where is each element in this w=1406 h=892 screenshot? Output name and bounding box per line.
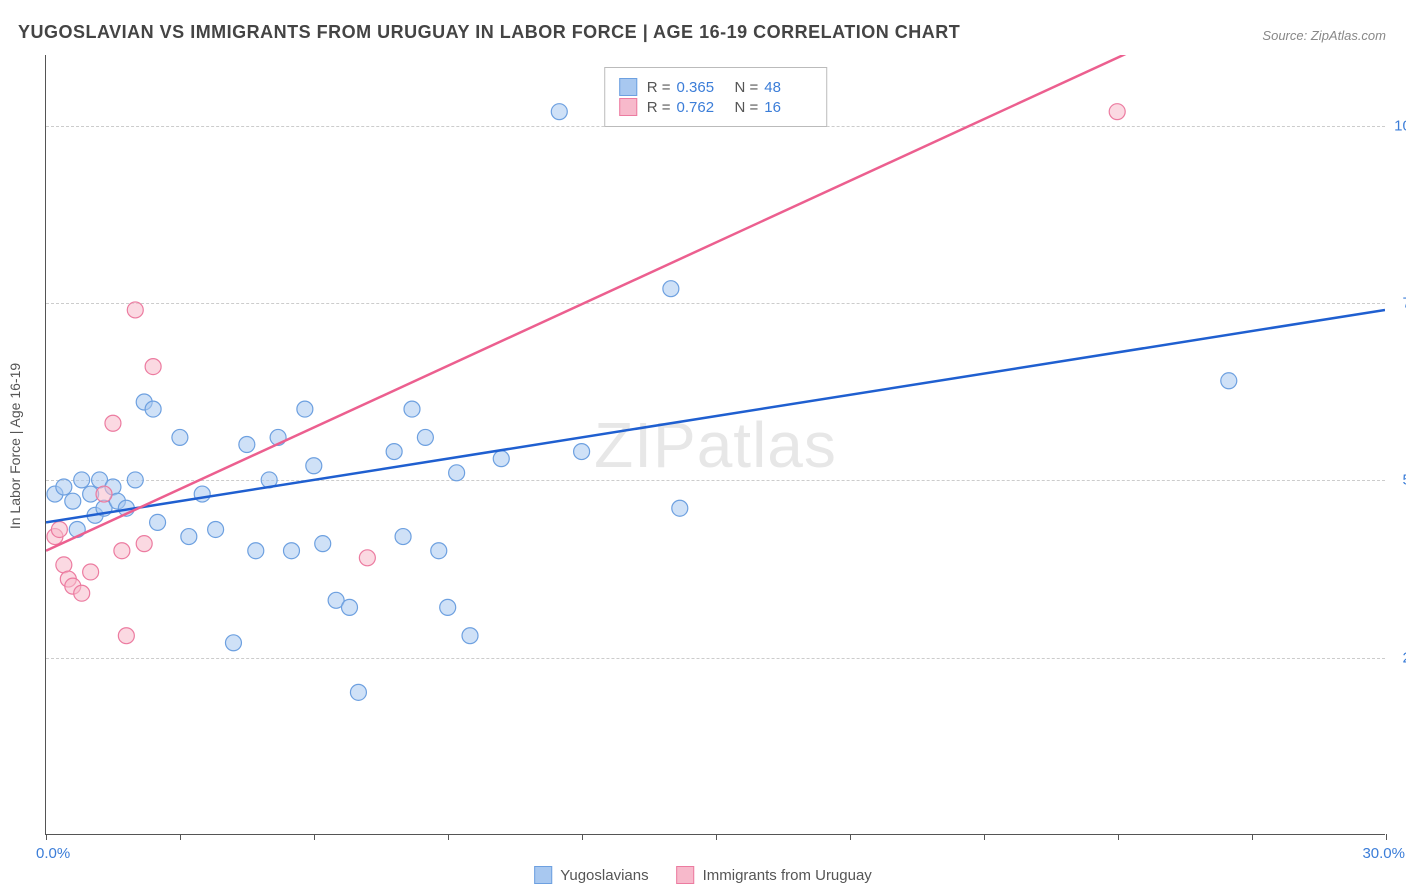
source-label: Source: [1262,28,1307,43]
stats-legend-row: R = 0.762 N = 16 [619,98,813,116]
data-point [96,486,112,502]
data-point [574,444,590,460]
x-tick [1118,834,1119,840]
x-tick [314,834,315,840]
legend-item: Immigrants from Uruguay [677,866,872,884]
n-value: 16 [764,99,812,116]
data-point [74,585,90,601]
data-point [181,529,197,545]
data-point [145,401,161,417]
data-point [493,451,509,467]
n-value: 48 [764,79,812,96]
data-point [551,104,567,120]
data-point [395,529,411,545]
data-point [315,536,331,552]
data-point [417,429,433,445]
x-max-label: 30.0% [1362,845,1405,862]
data-point [118,628,134,644]
data-point [105,415,121,431]
data-point [440,599,456,615]
plot-svg [46,55,1385,834]
x-tick [850,834,851,840]
data-point [404,401,420,417]
r-value: 0.365 [677,79,725,96]
trend-line [46,55,1385,551]
legend-label: Immigrants from Uruguay [703,867,872,884]
chart-title: YUGOSLAVIAN VS IMMIGRANTS FROM URUGUAY I… [18,22,960,43]
data-point [56,557,72,573]
data-point [672,500,688,516]
stats-legend-row: R = 0.365 N = 48 [619,78,813,96]
y-tick-label: 25.0% [1390,649,1406,666]
legend-swatch [534,866,552,884]
data-point [83,564,99,580]
data-point [74,472,90,488]
x-tick [1386,834,1387,840]
data-point [51,521,67,537]
y-tick-label: 75.0% [1390,295,1406,312]
data-point [65,493,81,509]
data-point [172,429,188,445]
x-tick [984,834,985,840]
y-tick-label: 50.0% [1390,472,1406,489]
source-value: ZipAtlas.com [1311,28,1386,43]
data-point [239,437,255,453]
data-point [1221,373,1237,389]
x-tick [448,834,449,840]
legend-item: Yugoslavians [534,866,648,884]
data-point [449,465,465,481]
data-point [350,684,366,700]
data-point [150,514,166,530]
data-point [359,550,375,566]
x-tick [46,834,47,840]
data-point [462,628,478,644]
trend-line [46,310,1385,522]
x-tick [1252,834,1253,840]
data-point [283,543,299,559]
data-point [208,521,224,537]
y-axis-label: In Labor Force | Age 16-19 [7,363,23,529]
r-label: R = [647,79,671,96]
legend-swatch [619,78,637,96]
r-value: 0.762 [677,99,725,116]
data-point [1109,104,1125,120]
data-point [114,543,130,559]
x-origin-label: 0.0% [36,845,70,862]
data-point [306,458,322,474]
data-point [225,635,241,651]
plot-area: R = 0.365 N = 48 R = 0.762 N = 16 ZIPatl… [45,55,1385,835]
data-point [342,599,358,615]
data-point [136,536,152,552]
data-point [431,543,447,559]
data-point [297,401,313,417]
legend-swatch [677,866,695,884]
n-label: N = [735,79,759,96]
n-label: N = [735,99,759,116]
stats-legend: R = 0.365 N = 48 R = 0.762 N = 16 [604,67,828,127]
data-point [663,281,679,297]
data-point [248,543,264,559]
r-label: R = [647,99,671,116]
data-point [56,479,72,495]
data-point [386,444,402,460]
legend-label: Yugoslavians [560,867,648,884]
y-tick-label: 100.0% [1390,117,1406,134]
legend-swatch [619,98,637,116]
data-point [145,359,161,375]
source-attribution: Source: ZipAtlas.com [1262,28,1386,43]
data-point [127,472,143,488]
data-point [127,302,143,318]
series-legend: Yugoslavians Immigrants from Uruguay [534,866,872,884]
x-tick [582,834,583,840]
x-tick [716,834,717,840]
x-tick [180,834,181,840]
